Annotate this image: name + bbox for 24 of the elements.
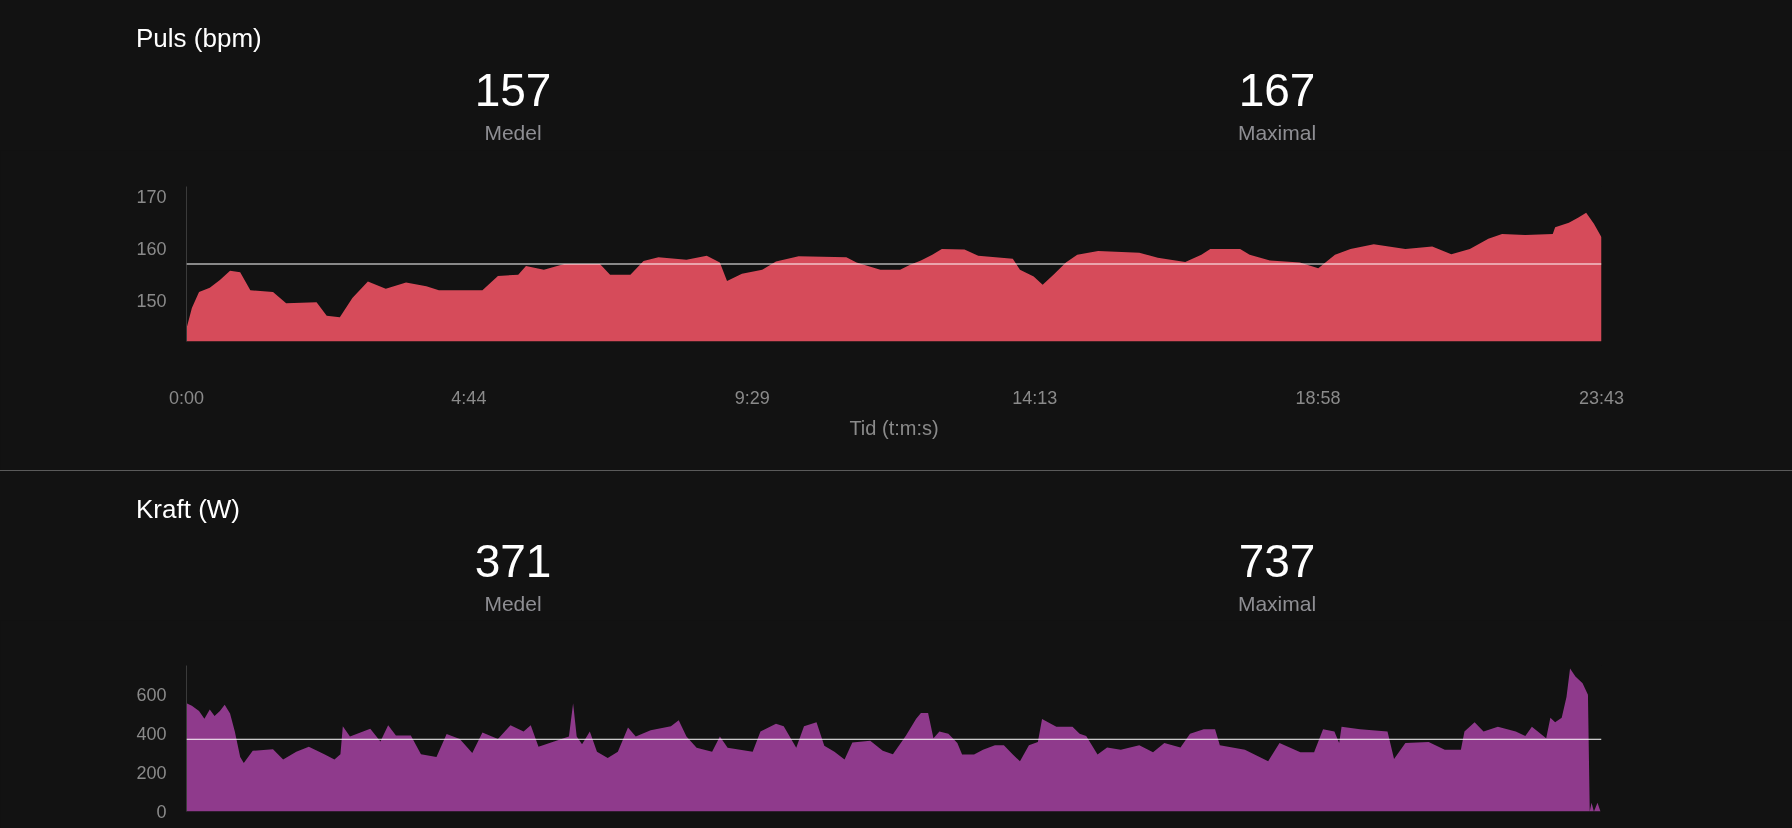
y-tick-label: 160 bbox=[136, 239, 167, 259]
x-tick-label: 23:43 bbox=[1578, 387, 1625, 408]
text: 167 bbox=[1238, 64, 1316, 116]
text: Medel bbox=[483, 591, 543, 617]
x-tick-label: 18:58 bbox=[1295, 387, 1341, 408]
x-tick-label: 14:13 bbox=[1012, 387, 1058, 408]
text: Maximal bbox=[1236, 120, 1318, 146]
y-tick-label: 170 bbox=[136, 187, 167, 208]
text: 737 bbox=[1238, 535, 1316, 587]
x-axis-title: Tid (t:m:s) bbox=[849, 416, 939, 439]
x-tick-label: 9:29 bbox=[734, 387, 770, 408]
y-tick-label: 150 bbox=[136, 290, 167, 311]
text: Medel bbox=[483, 120, 543, 146]
text: 371 bbox=[474, 535, 552, 587]
y-tick-label: 200 bbox=[136, 763, 167, 784]
chart-title: Puls (bpm) bbox=[136, 22, 262, 55]
y-tick-label: 600 bbox=[136, 685, 167, 706]
text: 157 bbox=[474, 64, 552, 116]
y-tick-label: 0 bbox=[156, 802, 167, 822]
x-tick-label: 4:44 bbox=[451, 387, 487, 408]
text: Maximal bbox=[1236, 591, 1318, 617]
x-tick-label: 0:00 bbox=[168, 387, 205, 408]
chart-title: Kraft (W) bbox=[136, 493, 240, 526]
y-tick-label: 400 bbox=[136, 724, 167, 745]
